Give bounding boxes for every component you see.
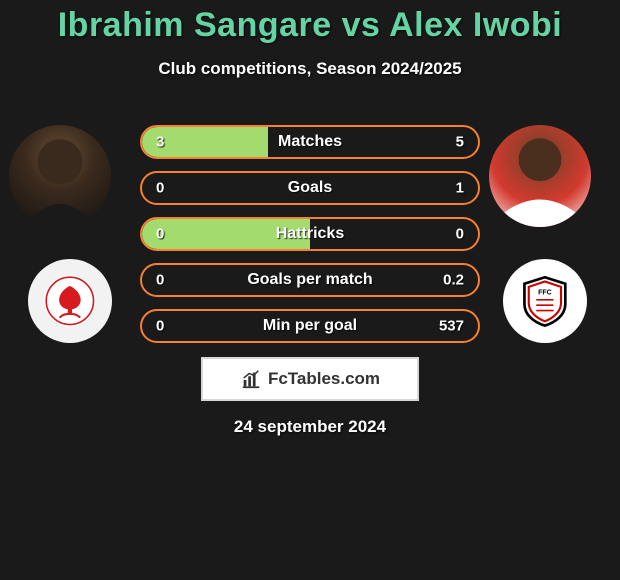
bar-chart-icon [240, 368, 262, 390]
stat-rows: 3 Matches 5 0 Goals 1 0 Hattricks 0 0 Go… [140, 125, 480, 343]
stat-row-goals-per-match: 0 Goals per match 0.2 [140, 263, 480, 297]
stat-label: Hattricks [276, 225, 344, 243]
player-left-avatar [9, 125, 111, 227]
stat-left-value: 0 [156, 180, 164, 197]
player-right-avatar [489, 125, 591, 227]
stat-right-value: 0 [456, 226, 464, 243]
stat-row-hattricks: 0 Hattricks 0 [140, 217, 480, 251]
page-title: Ibrahim Sangare vs Alex Iwobi [0, 0, 620, 45]
svg-text:FFC: FFC [538, 290, 552, 297]
subtitle: Club competitions, Season 2024/2025 [0, 59, 620, 79]
stat-left-value: 3 [156, 134, 164, 151]
nottingham-forest-icon [43, 274, 97, 328]
brand-label: FcTables.com [268, 369, 380, 389]
player-right-club-badge: FFC [503, 259, 587, 343]
brand-box[interactable]: FcTables.com [201, 357, 419, 401]
player-silhouette-icon [489, 125, 591, 227]
stat-left-value: 0 [156, 272, 164, 289]
stat-right-value: 1 [456, 180, 464, 197]
stat-right-value: 537 [439, 318, 464, 335]
stat-label: Goals per match [247, 271, 372, 289]
stat-right-value: 0.2 [443, 272, 464, 289]
stat-row-matches: 3 Matches 5 [140, 125, 480, 159]
fulham-icon: FFC [518, 274, 572, 328]
stat-label: Goals [288, 179, 332, 197]
stat-label: Min per goal [263, 317, 357, 335]
player-left-club-badge [28, 259, 112, 343]
stat-right-value: 5 [456, 134, 464, 151]
stat-row-goals: 0 Goals 1 [140, 171, 480, 205]
stat-left-value: 0 [156, 226, 164, 243]
stat-label: Matches [278, 133, 342, 151]
stat-left-value: 0 [156, 318, 164, 335]
date-label: 24 september 2024 [0, 417, 620, 437]
stat-row-min-per-goal: 0 Min per goal 537 [140, 309, 480, 343]
player-silhouette-icon [9, 125, 111, 227]
